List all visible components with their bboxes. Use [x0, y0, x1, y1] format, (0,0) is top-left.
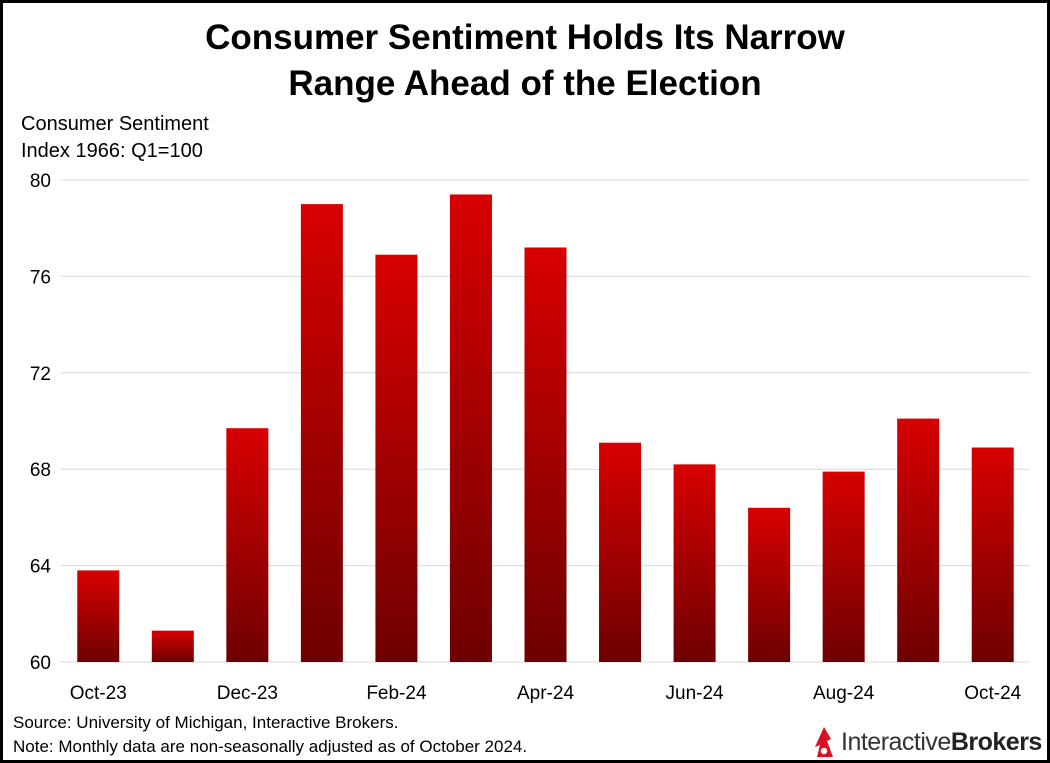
chart-title: Consumer Sentiment Holds Its Narrow Rang…: [3, 15, 1047, 107]
x-tick-label: Aug-24: [813, 683, 875, 704]
chart-title-line2: Range Ahead of the Election: [288, 64, 762, 103]
y-tick-label: 80: [30, 171, 51, 192]
bar-chart: 60 64 68 72 76 80 Oct-23 Dec-23 Feb-24 Apr-24 Jun…: [30, 171, 1030, 704]
x-tick-labels: Oct-23 Dec-23 Feb-24 Apr-24 Jun-24 Aug-24 Oct-…: [70, 683, 1022, 704]
y-tick-label: 68: [30, 460, 51, 481]
logo-mark-icon: [815, 727, 833, 757]
bar-mar-24: [449, 194, 492, 662]
logo-text: InteractiveBrokers: [841, 728, 1042, 757]
bar-oct-24: [971, 447, 1014, 662]
y-axis-label-line1: Consumer Sentiment: [21, 113, 209, 135]
bar-may-24: [599, 442, 642, 662]
bar-jul-24: [748, 507, 791, 662]
bar-jan-24: [300, 204, 343, 662]
logo-text-part1: Interactive: [841, 727, 951, 756]
source-note: Source: University of Michigan, Interact…: [13, 713, 399, 732]
bars: [77, 194, 1014, 663]
x-tick-label: Jun-24: [666, 683, 725, 704]
y-tick-label: 64: [30, 557, 52, 578]
bar-feb-24: [375, 254, 418, 662]
logo-text-part2: Brokers: [950, 727, 1043, 756]
y-tick-label: 60: [30, 653, 51, 674]
bar-aug-24: [822, 471, 865, 662]
bar-nov-23: [151, 630, 194, 662]
y-tick-label: 72: [30, 364, 51, 385]
x-tick-label: Apr-24: [517, 683, 574, 704]
y-tick-labels: 60 64 68 72 76 80: [30, 171, 52, 674]
bar-apr-24: [524, 247, 567, 663]
x-tick-label: Oct-24: [964, 683, 1021, 704]
x-tick-label: Feb-24: [366, 683, 427, 704]
data-note: Note: Monthly data are non-seasonally ad…: [13, 737, 528, 756]
y-tick-label: 76: [30, 267, 51, 288]
chart-title-line1: Consumer Sentiment Holds Its Narrow: [205, 18, 845, 57]
x-tick-label: Oct-23: [70, 683, 127, 704]
y-axis-label-line2: Index 1966: Q1=100: [21, 140, 203, 162]
bar-dec-23: [226, 428, 269, 662]
bar-sep-24: [897, 418, 940, 662]
y-axis-label: Consumer Sentiment Index 1966: Q1=100: [21, 111, 209, 165]
x-tick-label: Dec-23: [217, 683, 278, 704]
interactive-brokers-logo: InteractiveBrokers: [811, 725, 1042, 759]
bar-jun-24: [673, 464, 716, 662]
bar-oct-23: [77, 570, 120, 662]
